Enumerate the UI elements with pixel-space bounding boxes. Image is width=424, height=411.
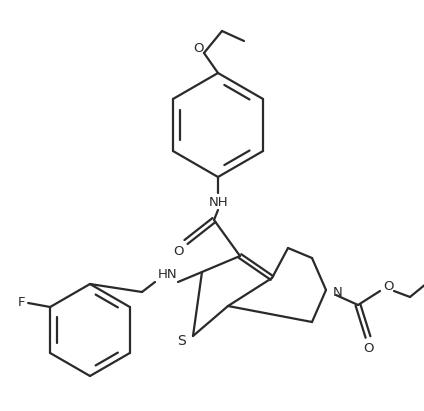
Text: O: O xyxy=(194,42,204,55)
Text: O: O xyxy=(363,342,373,355)
Text: F: F xyxy=(17,296,25,309)
Text: NH: NH xyxy=(209,196,229,208)
Text: N: N xyxy=(333,286,343,298)
Text: S: S xyxy=(178,334,187,348)
Text: O: O xyxy=(174,245,184,258)
Text: HN: HN xyxy=(158,268,178,280)
Text: O: O xyxy=(383,279,393,293)
